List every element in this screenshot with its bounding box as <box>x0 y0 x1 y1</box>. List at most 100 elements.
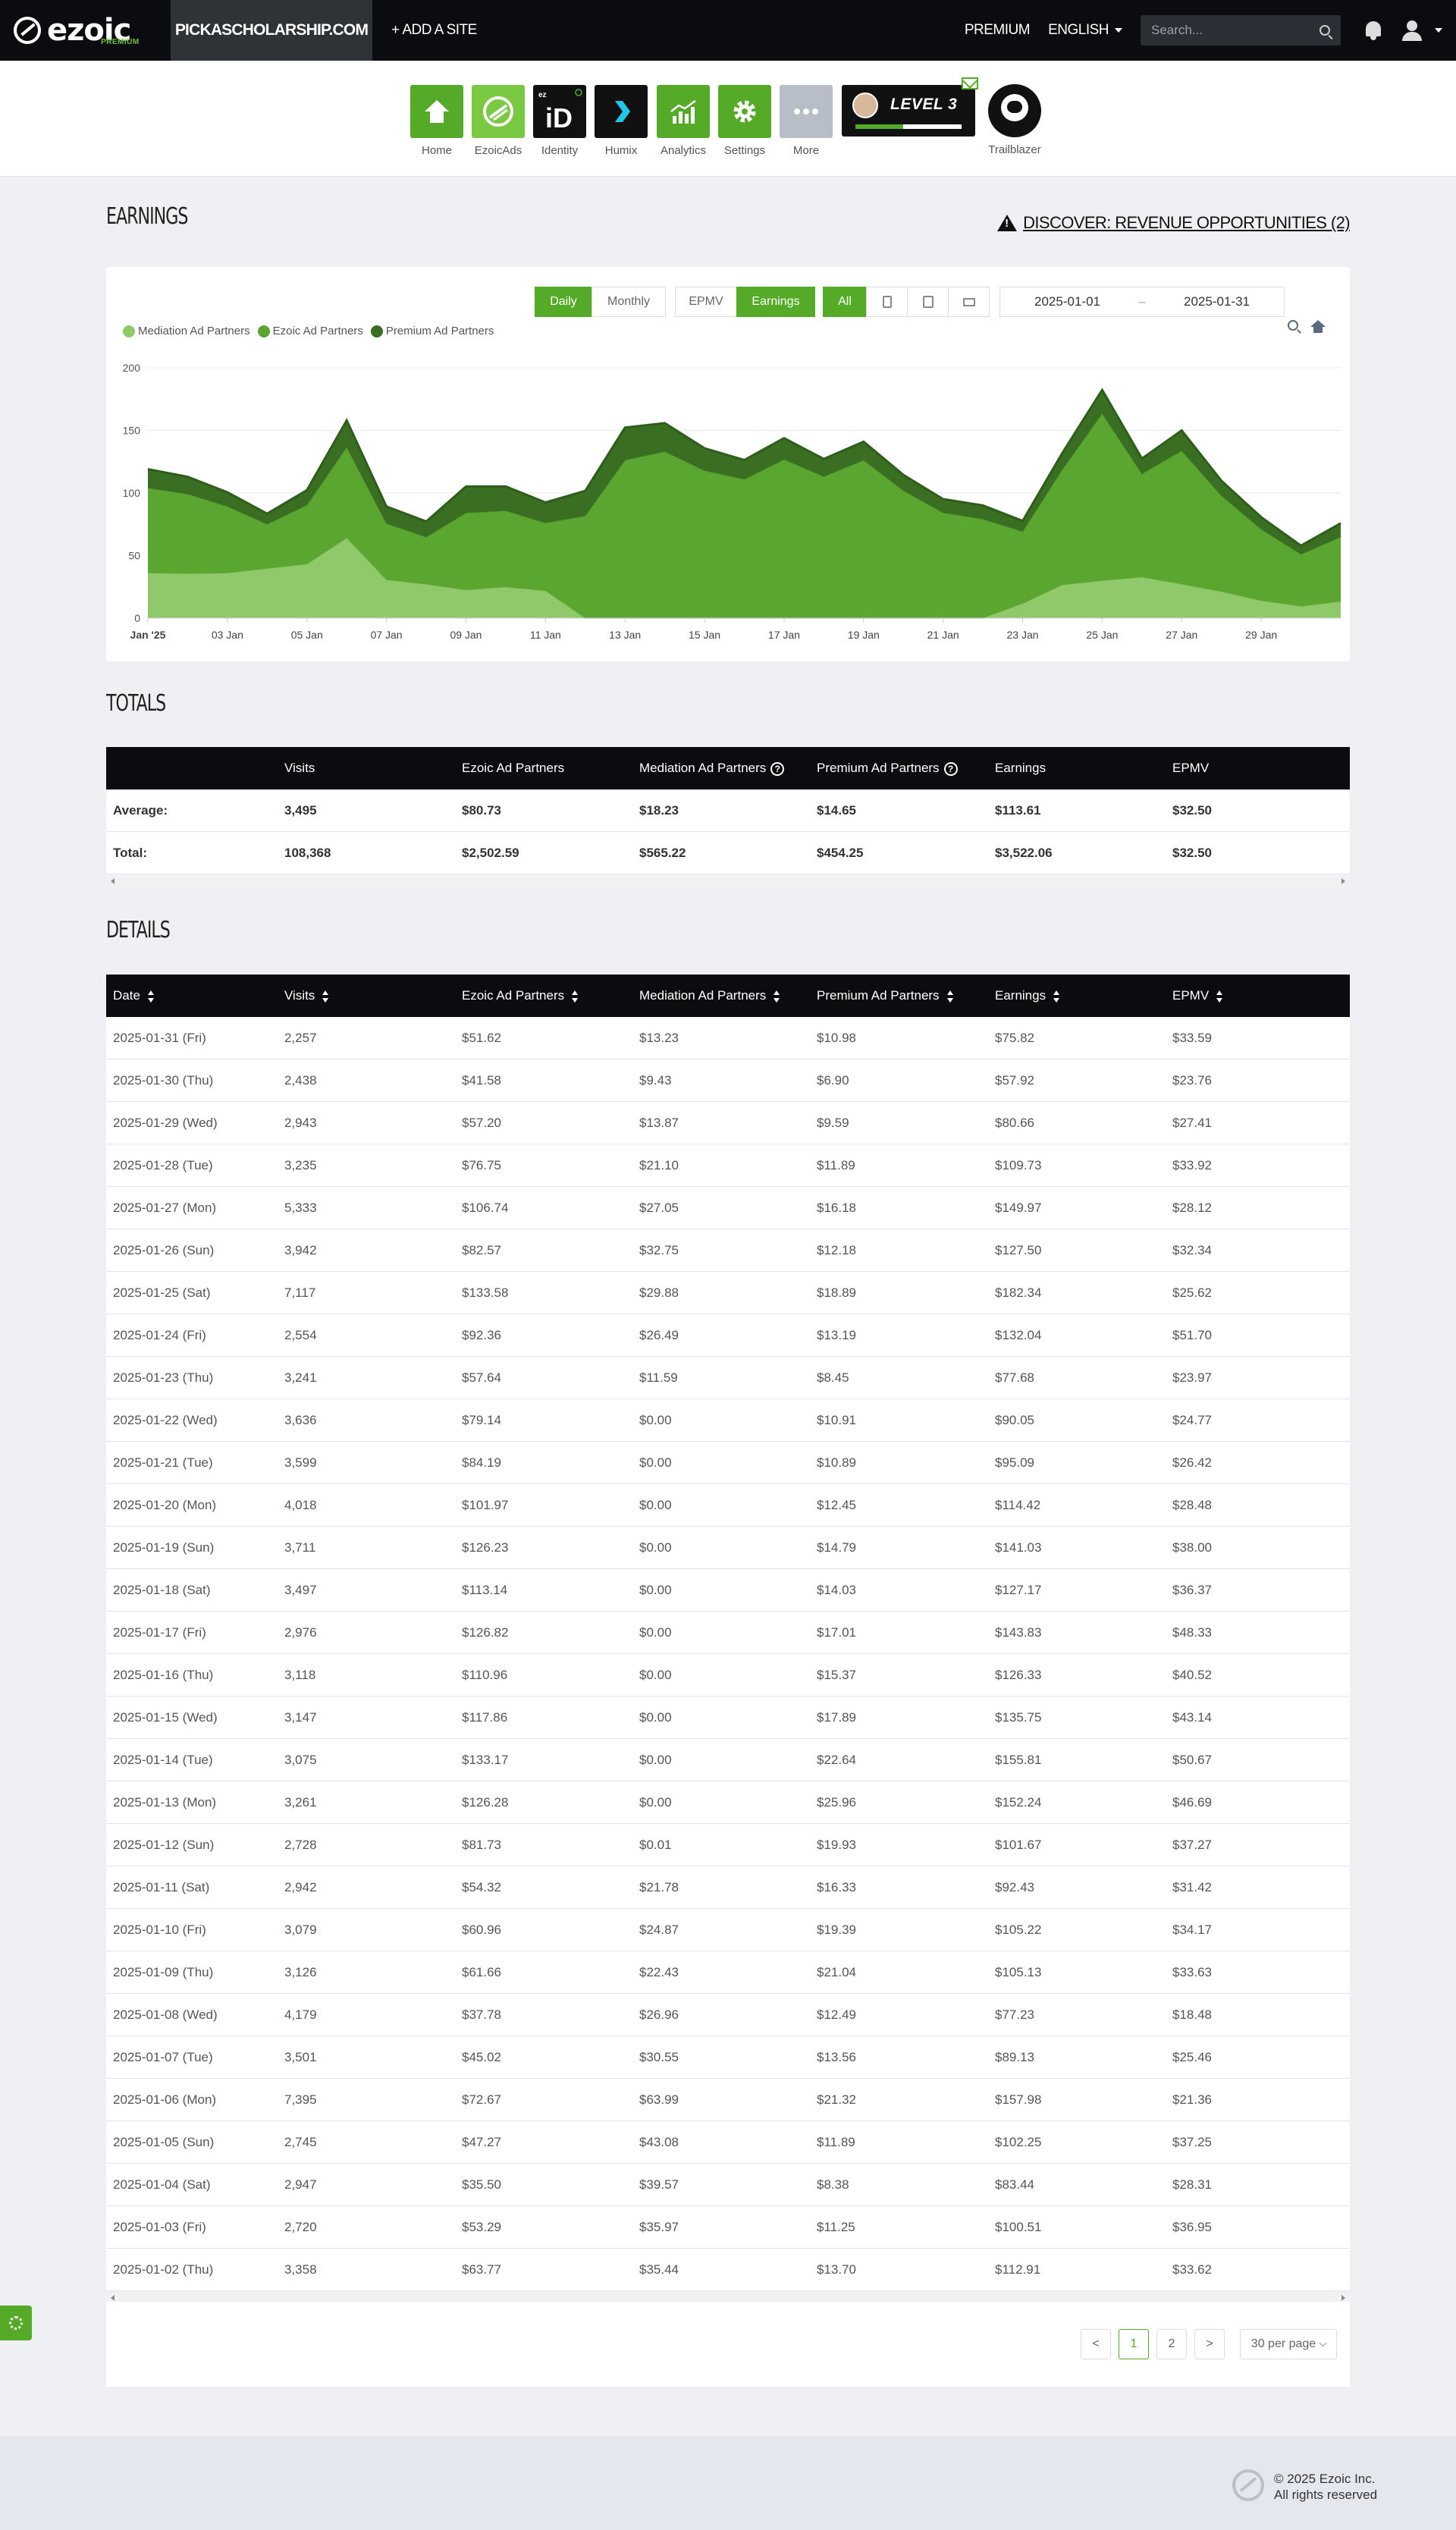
app-ezoicads[interactable]: EzoicAds <box>472 85 525 157</box>
column-header: Visits <box>284 761 462 776</box>
column-header[interactable]: Visits <box>284 988 462 1003</box>
page-2-button[interactable]: 2 <box>1156 2329 1187 2359</box>
table-cell: 2,745 <box>284 2134 317 2149</box>
help-icon[interactable]: ? <box>770 761 785 776</box>
table-cell: 108,368 <box>284 845 331 860</box>
table-cell: $12.45 <box>817 1497 856 1512</box>
next-page-button[interactable]: > <box>1194 2329 1225 2359</box>
table-cell: $57.20 <box>462 1115 501 1130</box>
add-site-link[interactable]: + ADD A SITE <box>391 22 477 38</box>
sort-icon[interactable] <box>946 990 953 1003</box>
tablet-icon <box>922 296 934 308</box>
app-home[interactable]: Home <box>410 85 463 157</box>
app-humix[interactable]: Humix <box>595 85 648 157</box>
discover-revenue-link[interactable]: DISCOVER: REVENUE OPPORTUNITIES (2) <box>997 213 1351 233</box>
search-input[interactable] <box>1151 23 1320 38</box>
table-row: 2025-01-13 (Mon) 3,261 $126.28 $0.00 $25.96 $… <box>106 1781 1350 1824</box>
scroll-left-icon[interactable] <box>111 2295 115 2301</box>
legend-label: Mediation Ad Partners <box>138 325 250 337</box>
column-header[interactable]: EPMV <box>1172 988 1350 1003</box>
table-cell: 3,358 <box>284 2262 317 2277</box>
column-header-label: Earnings <box>995 761 1046 775</box>
tablet-button[interactable] <box>907 287 949 317</box>
table-cell: $28.48 <box>1172 1497 1212 1512</box>
home-icon <box>425 100 449 123</box>
scroll-left-icon[interactable] <box>111 878 115 884</box>
bell-icon[interactable] <box>1363 20 1383 41</box>
language-dropdown[interactable]: ENGLISH <box>1048 22 1122 39</box>
sort-icon[interactable] <box>1053 990 1060 1003</box>
legend-item-premium[interactable]: Premium Ad Partners <box>370 325 494 337</box>
legend-item-mediation[interactable]: Mediation Ad Partners <box>123 325 250 337</box>
desktop-button[interactable] <box>948 287 990 317</box>
column-header[interactable]: Date <box>106 988 284 1003</box>
app-analytics[interactable]: Analytics <box>657 85 710 157</box>
legend-label: Premium Ad Partners <box>385 325 494 337</box>
table-row: 2025-01-05 (Sun) 2,745 $47.27 $43.08 $11.89 $… <box>106 2121 1350 2164</box>
column-header-label: Premium Ad Partners <box>817 761 940 775</box>
column-header[interactable]: Premium Ad Partners <box>817 988 995 1003</box>
scroll-right-icon[interactable] <box>1341 878 1345 884</box>
mail-icon[interactable] <box>962 77 978 89</box>
table-row: 2025-01-14 (Tue) 3,075 $133.17 $0.00 $22.64 $… <box>106 1739 1350 1781</box>
daily-button[interactable]: Daily <box>535 287 592 317</box>
site-selector[interactable]: PICKASCHOLARSHIP.COM <box>171 0 372 61</box>
sort-icon[interactable] <box>147 990 154 1003</box>
monthly-button[interactable]: Monthly <box>592 287 666 317</box>
table-row: 2025-01-24 (Fri) 2,554 $92.36 $26.49 $13.19 $… <box>106 1314 1350 1357</box>
page-1-button[interactable]: 1 <box>1119 2329 1149 2359</box>
all-devices-button[interactable]: All <box>823 287 867 317</box>
table-cell: 2,942 <box>284 1879 317 1894</box>
home-tile <box>410 85 463 138</box>
app-identity[interactable]: ez iD Identity <box>533 85 586 157</box>
table-cell: $21.32 <box>817 2092 856 2107</box>
per-page-select[interactable]: 30 per page <box>1240 2329 1337 2359</box>
details-table: Date Visits Ezoic Ad Partners Mediation Ad … <box>106 975 1350 2305</box>
level-badge[interactable]: LEVEL 3 <box>842 85 975 137</box>
ezoic-logo[interactable]: ezoic PREMIUM <box>0 0 171 61</box>
app-label: Settings <box>723 144 766 157</box>
app-settings[interactable]: Settings <box>718 85 771 157</box>
horizontal-scrollbar[interactable] <box>106 874 1350 888</box>
horizontal-scrollbar[interactable] <box>106 2291 1350 2305</box>
humix-icon <box>615 101 630 122</box>
table-cell: $37.25 <box>1172 2134 1212 2149</box>
earnings-button[interactable]: Earnings <box>736 287 815 317</box>
floating-settings-button[interactable] <box>0 2306 32 2340</box>
table-cell: $60.96 <box>462 1922 501 1937</box>
date-range-picker[interactable]: 2025-01-01 – 2025-01-31 <box>999 287 1285 317</box>
sort-icon[interactable] <box>322 990 329 1003</box>
search-icon[interactable] <box>1320 25 1330 36</box>
app-more[interactable]: More <box>780 85 833 157</box>
premium-link[interactable]: PREMIUM <box>964 22 1031 38</box>
table-cell: $79.14 <box>462 1412 501 1427</box>
user-icon[interactable] <box>1401 19 1423 42</box>
column-header[interactable]: Ezoic Ad Partners <box>462 988 639 1003</box>
chevron-down-icon <box>1115 28 1122 33</box>
mobile-button[interactable] <box>866 287 908 317</box>
table-cell: $61.66 <box>462 1964 501 1979</box>
legend-item-ezoic[interactable]: Ezoic Ad Partners <box>257 325 363 337</box>
chevron-down-icon[interactable] <box>1435 28 1442 33</box>
table-cell: $23.97 <box>1172 1370 1212 1385</box>
table-cell: $102.25 <box>995 2134 1042 2149</box>
table-cell: $33.92 <box>1172 1157 1212 1172</box>
column-header[interactable]: Earnings <box>995 988 1172 1003</box>
table-cell: $21.10 <box>639 1157 679 1172</box>
app-trailblazer[interactable]: Trailblazer <box>987 84 1042 156</box>
reset-zoom-home-icon[interactable] <box>1310 320 1326 334</box>
sort-icon[interactable] <box>1216 990 1223 1003</box>
zoom-icon[interactable] <box>1288 320 1298 331</box>
prev-page-button[interactable]: < <box>1081 2329 1111 2359</box>
scroll-right-icon[interactable] <box>1341 2295 1345 2301</box>
table-cell: 2025-01-30 (Thu) <box>113 1072 214 1088</box>
table-cell: $126.23 <box>462 1540 509 1555</box>
sort-icon[interactable] <box>572 990 579 1003</box>
help-icon[interactable]: ? <box>943 761 958 776</box>
totals-title: TOTALS <box>106 690 166 717</box>
table-cell: $105.22 <box>995 1922 1042 1937</box>
table-cell: $14.65 <box>817 802 856 818</box>
sort-icon[interactable] <box>774 990 780 1003</box>
column-header[interactable]: Mediation Ad Partners <box>639 988 817 1003</box>
gear-icon <box>9 2316 23 2330</box>
